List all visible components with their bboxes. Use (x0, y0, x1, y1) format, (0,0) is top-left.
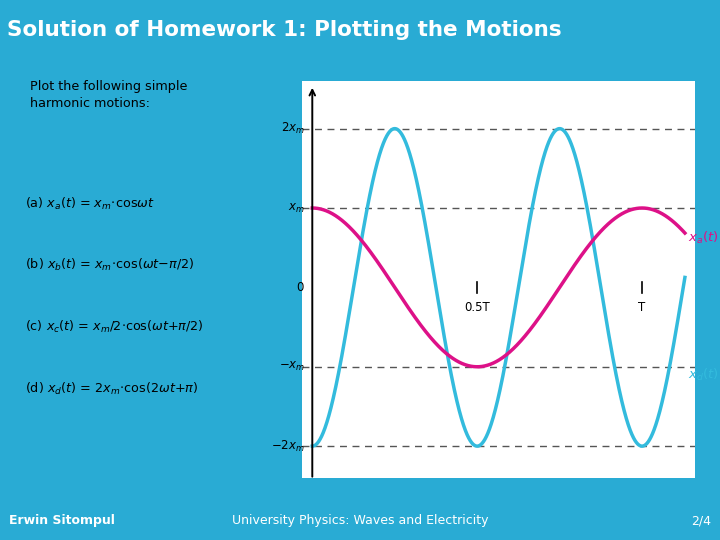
Text: $x_a(t)$: $x_a(t)$ (688, 230, 719, 246)
Text: $x_m$: $x_m$ (288, 201, 305, 214)
Text: University Physics: Waves and Electricity: University Physics: Waves and Electricit… (232, 514, 488, 527)
Text: $2x_m$: $2x_m$ (281, 121, 305, 136)
Text: Erwin Sitompul: Erwin Sitompul (9, 514, 114, 527)
Text: (b) $x_b(t)$ = $x_m\!\cdot\!$cos($\omega t$$-$$\pi$/2): (b) $x_b(t)$ = $x_m\!\cdot\!$cos($\omega… (25, 258, 194, 273)
Text: 0.5T: 0.5T (464, 301, 490, 314)
Text: $x_d(t)$: $x_d(t)$ (688, 367, 719, 383)
Text: Plot the following simple
harmonic motions:: Plot the following simple harmonic motio… (30, 80, 188, 110)
Text: T: T (639, 301, 646, 314)
Text: 2/4: 2/4 (691, 514, 711, 527)
Text: $-2x_m$: $-2x_m$ (271, 438, 305, 454)
Text: (a) $x_a(t)$ = $x_m\!\cdot\!$cos$\omega t$: (a) $x_a(t)$ = $x_m\!\cdot\!$cos$\omega … (25, 195, 156, 212)
Text: $-x_m$: $-x_m$ (279, 360, 305, 373)
Text: Solution of Homework 1: Plotting the Motions: Solution of Homework 1: Plotting the Mot… (7, 20, 562, 40)
Text: (c) $x_c(t)$ = $x_m$/2$\cdot$cos($\omega t$$+$$\pi$/2): (c) $x_c(t)$ = $x_m$/2$\cdot$cos($\omega… (25, 319, 204, 335)
Text: $0$: $0$ (297, 281, 305, 294)
Text: (d) $x_d(t)$ = 2$x_m\!\cdot\!$cos(2$\omega t$$+$$\pi$): (d) $x_d(t)$ = 2$x_m\!\cdot\!$cos(2$\ome… (25, 381, 199, 397)
